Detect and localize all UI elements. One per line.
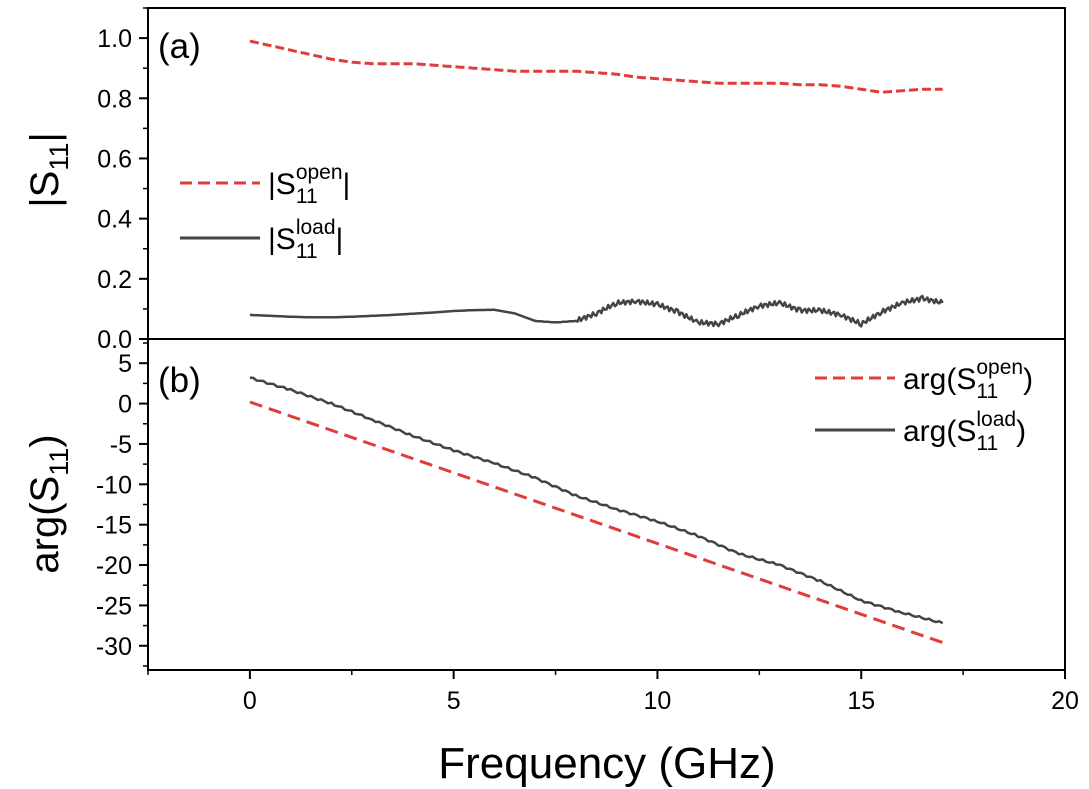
x-axis-ticks: 0 5 10 15 20	[147, 670, 1079, 715]
panel-a-plot	[249, 39, 944, 328]
legend-label-2: arg(Sload 11)	[903, 408, 1026, 455]
legend-label-2: |Sload 11 |	[268, 216, 343, 263]
panel-a: 0.00.20.40.60.81.0 (a) |S11| |Sopen 11 ||S…	[23, 7, 1066, 354]
series-line-2	[249, 294, 944, 328]
panel-a-legend: |Sopen 11 | |Sload 11 |	[180, 161, 350, 263]
legend-label-1: |Sopen 11 |	[268, 161, 350, 208]
y-tick-label: 0.2	[97, 266, 132, 294]
panel-a-ylabel-tail: |	[23, 132, 67, 142]
panel-a-ylabel: |S11|	[23, 132, 74, 208]
legend-label-1: arg(Sopen 11)	[903, 356, 1033, 403]
x-tick-label: 10	[644, 687, 672, 715]
panel-b-ylabel-tail: )	[23, 434, 67, 447]
y-tick-label: 5	[118, 350, 132, 378]
y-tick-label: -20	[96, 552, 132, 580]
panel-b-plot	[249, 376, 944, 645]
panel-b-ylabel: arg(S11)	[23, 434, 74, 573]
panel-a-ylabel-sub: 11	[44, 143, 74, 171]
panel-b-ylabel-main: arg(S	[23, 476, 67, 574]
x-tick-label: 5	[447, 687, 461, 715]
panel-b-ylabel-sub: 11	[44, 448, 74, 476]
y-tick-label: -10	[96, 471, 132, 499]
y-tick-label: 0	[118, 391, 132, 419]
y-tick-label: 0.6	[97, 145, 132, 173]
y-tick-label: -30	[96, 633, 132, 661]
y-tick-label: 1.0	[97, 25, 132, 53]
y-tick-label: 0.0	[97, 326, 132, 354]
x-tick-label: 0	[243, 687, 257, 715]
series-line-1	[249, 400, 944, 645]
series-line-2	[249, 376, 944, 625]
panel-a-ticks: 0.0 0.2 0.4 0.6 0.8 1.0	[97, 7, 148, 354]
y-tick-label: 0.8	[97, 85, 132, 113]
panel-a-ylabel-main: |S	[23, 171, 67, 208]
y-tick-label: -25	[96, 592, 132, 620]
series-line-1	[249, 39, 943, 94]
y-tick-label: -5	[110, 431, 132, 459]
x-axis-title: Frequency (GHz)	[438, 739, 775, 788]
y-tick-label: -15	[96, 512, 132, 540]
x-tick-label: 20	[1051, 687, 1079, 715]
panel-b-legend: arg(Sopen 11) arg(Sload 11)	[815, 356, 1033, 455]
x-tick-label: 15	[847, 687, 875, 715]
y-tick-label: 0.4	[97, 206, 132, 234]
panel-b-ticks: 5 0 -5 -10 -15 -20 -25 -30	[96, 342, 148, 667]
panel-a-label: (a)	[158, 27, 201, 66]
panel-b: 5 0 -5 -10 -15 -20 -25 -30 (b) arg(S11) arg(Sop…	[23, 338, 1066, 671]
panel-b-label: (b)	[158, 361, 201, 400]
